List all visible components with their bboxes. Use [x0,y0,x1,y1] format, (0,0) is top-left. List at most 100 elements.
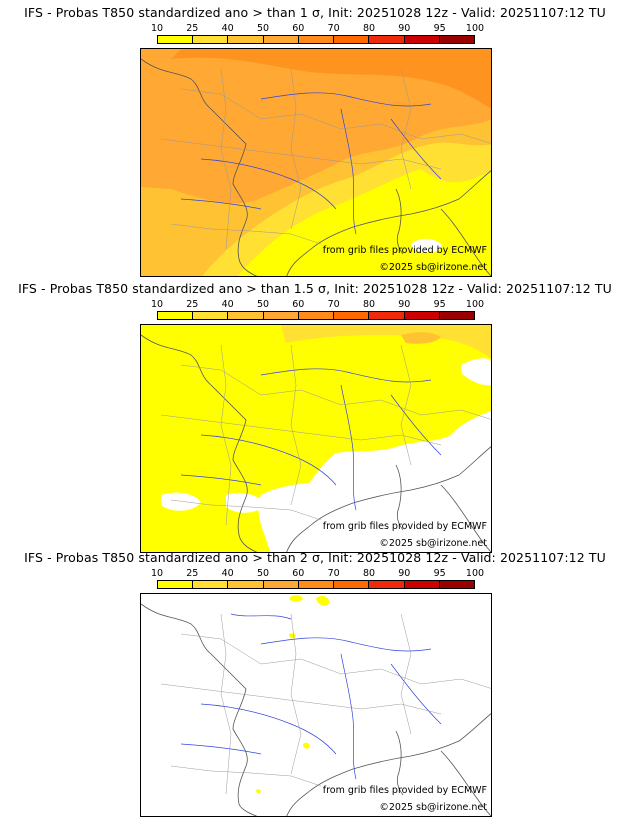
field-10 [303,742,310,749]
panel-1sigma: IFS - Probas T850 standardized ano > tha… [0,0,630,277]
colorbar-segment [193,36,229,43]
colorbar-tick: 60 [292,299,305,310]
panel-1-5sigma: IFS - Probas T850 standardized ano > tha… [0,276,630,553]
field-below-10 [411,238,442,253]
colorbar-segment [404,581,440,588]
colorbar-tick: 25 [186,23,199,34]
colorbar-tick: 10 [150,299,164,310]
colorbar-segment [298,581,335,588]
colorbar-segment [263,36,299,43]
colorbar-tick: 50 [256,299,270,310]
field-below-10 [141,594,491,816]
field-10 [256,789,261,794]
admin-borders [160,613,491,795]
colorbar-segment [158,312,194,319]
colorbar-tick: 70 [327,568,340,579]
colorbar-segment [193,312,229,319]
field-10 [316,596,330,606]
colorbar-tick: 95 [433,299,446,310]
colorbar-segment [404,312,440,319]
colorbar-tick: 50 [256,23,270,34]
colorbar-tick: 90 [398,299,411,310]
copyright-credit: ©2025 sb@irizone.net [379,802,487,813]
source-credit: from grib files provided by ECMWF [322,245,487,256]
colorbar-ticks: 10 25 40 50 60 70 80 90 95 100 [151,299,484,311]
colorbar-segment [439,36,474,43]
colorbar-segment [334,312,370,319]
colorbar-tick: 80 [362,568,376,579]
colorbar-ticks: 10 25 40 50 60 70 80 90 95 100 [151,568,484,580]
field-60 [171,49,491,109]
colorbar-segment [334,581,370,588]
colorbar-ticks: 10 25 40 50 60 70 80 90 95 100 [151,23,484,35]
colorbar-tick: 70 [327,23,340,34]
colorbar-segment [439,581,474,588]
colorbar-tick: 80 [362,23,376,34]
colorbar-segment [369,36,405,43]
colorbar-tick: 25 [186,568,199,579]
colorbar-tick: 100 [465,299,485,310]
colorbar-tick: 100 [465,23,485,34]
colorbar-tick: 60 [292,23,305,34]
coastlines [141,334,491,552]
colorbar-tick: 60 [292,568,305,579]
probability-map: from grib files provided by ECMWF ©2025 … [140,48,492,277]
panel-title: IFS - Probas T850 standardized ano > tha… [18,281,612,296]
probability-map: from grib files provided by ECMWF ©2025 … [140,324,492,553]
field-25 [281,325,491,359]
field-10 [289,595,303,602]
colorbar-tick: 10 [150,568,164,579]
coastlines [141,603,491,816]
copyright-credit: ©2025 sb@irizone.net [379,262,487,273]
colorbar-tick: 70 [327,299,340,310]
colorbar-segment [158,36,194,43]
map-canvas [141,49,491,276]
map-canvas [141,325,491,552]
colorbar-segment [369,581,405,588]
field-40 [401,332,441,344]
colorbar-tick: 50 [256,568,270,579]
colorbar-segment [228,581,264,588]
colorbar-segment [228,36,264,43]
colorbar-tick: 10 [150,23,164,34]
source-credit: from grib files provided by ECMWF [322,785,487,796]
colorbar [157,311,475,320]
colorbar-tick: 90 [398,568,411,579]
field-hole [226,493,266,513]
colorbar-segment [158,581,194,588]
colorbar-tick: 95 [433,23,446,34]
admin-borders [160,344,491,526]
colorbar-segment [298,36,335,43]
colorbar-tick: 25 [186,299,199,310]
source-credit: from grib files provided by ECMWF [322,521,487,532]
colorbar-segment [263,581,299,588]
coastlines [141,58,491,276]
panel-title: IFS - Probas T850 standardized ano > tha… [24,550,606,565]
colorbar-segment [298,312,335,319]
colorbar-tick: 40 [221,568,234,579]
rivers [180,92,442,235]
colorbar-segment [228,312,264,319]
colorbar-tick: 90 [398,23,411,34]
probability-map: from grib files provided by ECMWF ©2025 … [140,593,492,817]
colorbar-segment [369,312,405,319]
field-50 [141,49,491,204]
colorbar-tick: 40 [221,23,234,34]
admin-borders [160,68,491,250]
colorbar-segment [439,312,474,319]
colorbar-segment [193,581,229,588]
colorbar-segment [334,36,370,43]
colorbar-tick: 80 [362,299,376,310]
rivers [180,613,442,780]
copyright-credit: ©2025 sb@irizone.net [379,538,487,549]
panel-2sigma: IFS - Probas T850 standardized ano > tha… [0,545,630,821]
map-canvas [141,594,491,816]
field-hole [161,492,201,511]
rivers [180,368,442,511]
colorbar-segment [404,36,440,43]
colorbar-tick: 95 [433,568,446,579]
field-hole [461,358,491,386]
colorbar-tick: 100 [465,568,485,579]
colorbar [157,580,475,589]
colorbar-tick: 40 [221,299,234,310]
